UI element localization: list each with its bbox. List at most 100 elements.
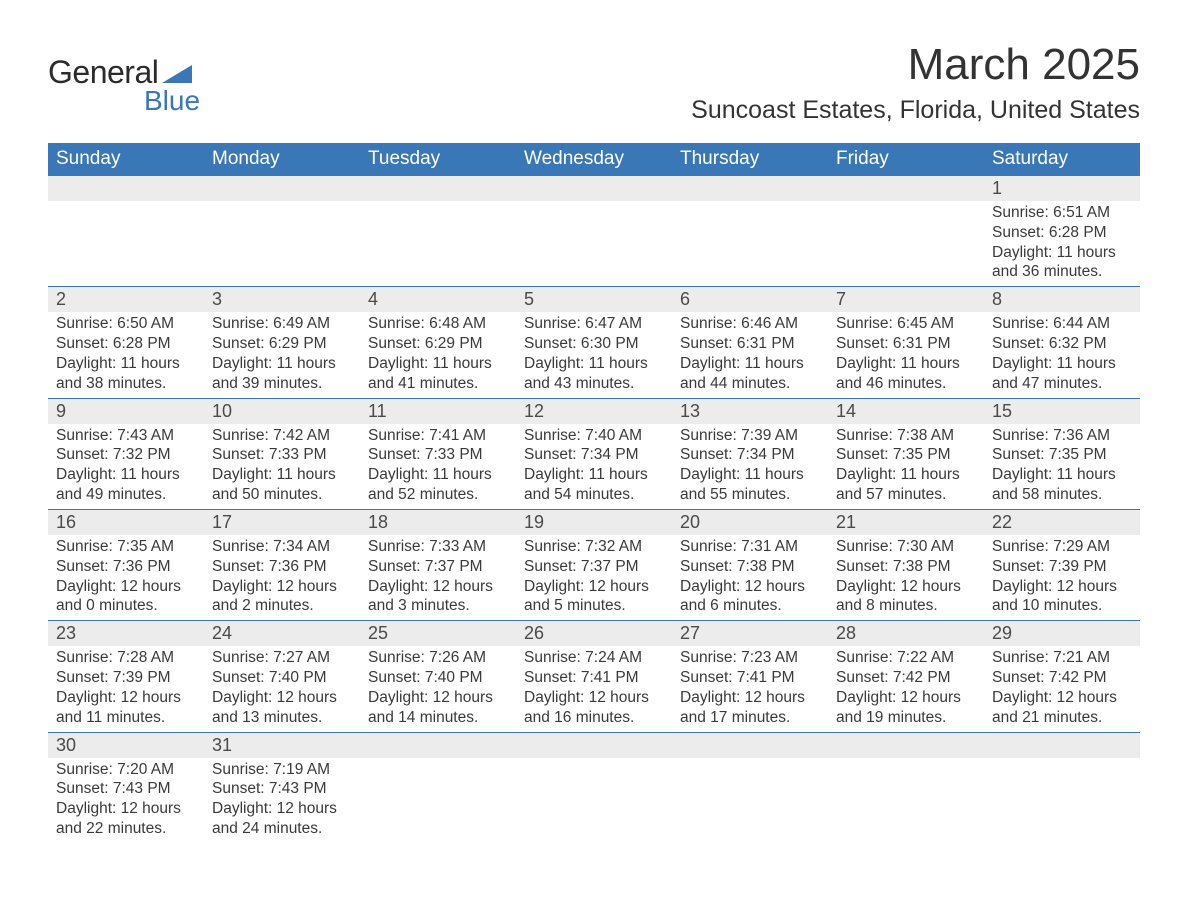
daylight-text: Daylight: 12 hours and 2 minutes. xyxy=(212,577,352,617)
day-number: 9 xyxy=(48,399,204,424)
day-number: 23 xyxy=(48,621,204,646)
calendar-cell: 14Sunrise: 7:38 AMSunset: 7:35 PMDayligh… xyxy=(828,398,984,509)
calendar-cell: 23Sunrise: 7:28 AMSunset: 7:39 PMDayligh… xyxy=(48,621,204,732)
daylight-text: Daylight: 12 hours and 14 minutes. xyxy=(368,688,508,728)
sunset-text: Sunset: 6:32 PM xyxy=(992,334,1132,354)
daylight-text: Daylight: 12 hours and 3 minutes. xyxy=(368,577,508,617)
calendar-cell: 15Sunrise: 7:36 AMSunset: 7:35 PMDayligh… xyxy=(984,398,1140,509)
day-details: Sunrise: 7:41 AMSunset: 7:33 PMDaylight:… xyxy=(360,424,516,509)
daylight-text: Daylight: 12 hours and 22 minutes. xyxy=(56,799,196,839)
sunrise-text: Sunrise: 7:31 AM xyxy=(680,537,820,557)
calendar-cell: 16Sunrise: 7:35 AMSunset: 7:36 PMDayligh… xyxy=(48,509,204,620)
day-details: Sunrise: 7:20 AMSunset: 7:43 PMDaylight:… xyxy=(48,758,204,843)
day-details: Sunrise: 7:29 AMSunset: 7:39 PMDaylight:… xyxy=(984,535,1140,620)
day-number: 5 xyxy=(516,287,672,312)
calendar-cell: 10Sunrise: 7:42 AMSunset: 7:33 PMDayligh… xyxy=(204,398,360,509)
day-number-empty xyxy=(48,176,204,201)
day-number: 3 xyxy=(204,287,360,312)
day-number-empty xyxy=(204,176,360,201)
sunset-text: Sunset: 7:36 PM xyxy=(212,557,352,577)
day-number: 14 xyxy=(828,399,984,424)
day-details: Sunrise: 7:39 AMSunset: 7:34 PMDaylight:… xyxy=(672,424,828,509)
calendar-cell: 12Sunrise: 7:40 AMSunset: 7:34 PMDayligh… xyxy=(516,398,672,509)
day-details: Sunrise: 7:30 AMSunset: 7:38 PMDaylight:… xyxy=(828,535,984,620)
day-number-empty xyxy=(984,733,1140,758)
calendar-cell xyxy=(360,732,516,843)
sunrise-text: Sunrise: 6:46 AM xyxy=(680,314,820,334)
daylight-text: Daylight: 12 hours and 0 minutes. xyxy=(56,577,196,617)
sunset-text: Sunset: 7:34 PM xyxy=(680,445,820,465)
daylight-text: Daylight: 11 hours and 46 minutes. xyxy=(836,354,976,394)
sunset-text: Sunset: 7:43 PM xyxy=(212,779,352,799)
day-number: 31 xyxy=(204,733,360,758)
calendar-cell xyxy=(828,732,984,843)
sunrise-text: Sunrise: 7:22 AM xyxy=(836,648,976,668)
daylight-text: Daylight: 12 hours and 8 minutes. xyxy=(836,577,976,617)
sunrise-text: Sunrise: 6:47 AM xyxy=(524,314,664,334)
day-details: Sunrise: 7:21 AMSunset: 7:42 PMDaylight:… xyxy=(984,646,1140,731)
sunrise-text: Sunrise: 7:30 AM xyxy=(836,537,976,557)
calendar-cell xyxy=(360,176,516,287)
weekday-header-row: SundayMondayTuesdayWednesdayThursdayFrid… xyxy=(48,143,1140,176)
day-number: 27 xyxy=(672,621,828,646)
sunrise-text: Sunrise: 7:34 AM xyxy=(212,537,352,557)
calendar-cell xyxy=(204,176,360,287)
day-number: 4 xyxy=(360,287,516,312)
day-details: Sunrise: 6:49 AMSunset: 6:29 PMDaylight:… xyxy=(204,312,360,397)
day-details: Sunrise: 7:42 AMSunset: 7:33 PMDaylight:… xyxy=(204,424,360,509)
calendar-cell: 24Sunrise: 7:27 AMSunset: 7:40 PMDayligh… xyxy=(204,621,360,732)
sunset-text: Sunset: 7:35 PM xyxy=(836,445,976,465)
weekday-header: Sunday xyxy=(48,143,204,176)
sunrise-text: Sunrise: 7:41 AM xyxy=(368,426,508,446)
calendar-cell: 25Sunrise: 7:26 AMSunset: 7:40 PMDayligh… xyxy=(360,621,516,732)
sunrise-text: Sunrise: 7:38 AM xyxy=(836,426,976,446)
calendar-week-row: 23Sunrise: 7:28 AMSunset: 7:39 PM Dayligh… xyxy=(48,621,1140,732)
calendar-cell: 3Sunrise: 6:49 AMSunset: 6:29 PMDaylight… xyxy=(204,287,360,398)
day-number: 26 xyxy=(516,621,672,646)
sunrise-text: Sunrise: 7:42 AM xyxy=(212,426,352,446)
sunset-text: Sunset: 7:34 PM xyxy=(524,445,664,465)
day-details: Sunrise: 6:45 AMSunset: 6:31 PMDaylight:… xyxy=(828,312,984,397)
sunrise-text: Sunrise: 6:45 AM xyxy=(836,314,976,334)
day-number: 13 xyxy=(672,399,828,424)
day-number: 11 xyxy=(360,399,516,424)
calendar-week-row: 9Sunrise: 7:43 AMSunset: 7:32 PMDaylight… xyxy=(48,398,1140,509)
daylight-text: Daylight: 12 hours and 5 minutes. xyxy=(524,577,664,617)
sunrise-text: Sunrise: 7:32 AM xyxy=(524,537,664,557)
day-number: 24 xyxy=(204,621,360,646)
day-number-empty xyxy=(516,176,672,201)
day-number: 17 xyxy=(204,510,360,535)
calendar-cell xyxy=(516,732,672,843)
header-region: General Blue March 2025 Suncoast Estates… xyxy=(48,40,1140,125)
daylight-text: Daylight: 11 hours and 54 minutes. xyxy=(524,465,664,505)
sunset-text: Sunset: 7:39 PM xyxy=(992,557,1132,577)
sunrise-text: Sunrise: 6:49 AM xyxy=(212,314,352,334)
calendar-cell: 20Sunrise: 7:31 AMSunset: 7:38 PMDayligh… xyxy=(672,509,828,620)
sunset-text: Sunset: 6:28 PM xyxy=(992,223,1132,243)
day-details: Sunrise: 7:43 AMSunset: 7:32 PMDaylight:… xyxy=(48,424,204,509)
calendar-cell: 13Sunrise: 7:39 AMSunset: 7:34 PMDayligh… xyxy=(672,398,828,509)
sunrise-text: Sunrise: 7:33 AM xyxy=(368,537,508,557)
day-details: Sunrise: 7:36 AMSunset: 7:35 PMDaylight:… xyxy=(984,424,1140,509)
day-details: Sunrise: 7:32 AMSunset: 7:37 PMDaylight:… xyxy=(516,535,672,620)
day-details: Sunrise: 7:26 AMSunset: 7:40 PMDaylight:… xyxy=(360,646,516,731)
day-number-empty xyxy=(672,733,828,758)
daylight-text: Daylight: 12 hours and 19 minutes. xyxy=(836,688,976,728)
weekday-header: Friday xyxy=(828,143,984,176)
day-number: 10 xyxy=(204,399,360,424)
sunset-text: Sunset: 7:39 PM xyxy=(56,668,196,688)
day-number: 16 xyxy=(48,510,204,535)
day-details: Sunrise: 6:44 AMSunset: 6:32 PMDaylight:… xyxy=(984,312,1140,397)
day-number: 15 xyxy=(984,399,1140,424)
location-title: Suncoast Estates, Florida, United States xyxy=(691,96,1140,125)
sunrise-text: Sunrise: 7:28 AM xyxy=(56,648,196,668)
weekday-header: Wednesday xyxy=(516,143,672,176)
weekday-header: Saturday xyxy=(984,143,1140,176)
calendar-table: SundayMondayTuesdayWednesdayThursdayFrid… xyxy=(48,143,1140,843)
sunrise-text: Sunrise: 6:48 AM xyxy=(368,314,508,334)
sunset-text: Sunset: 7:37 PM xyxy=(368,557,508,577)
daylight-text: Daylight: 11 hours and 44 minutes. xyxy=(680,354,820,394)
calendar-week-row: 30Sunrise: 7:20 AMSunset: 7:43 PMDayligh… xyxy=(48,732,1140,843)
weekday-header: Tuesday xyxy=(360,143,516,176)
day-details: Sunrise: 7:40 AMSunset: 7:34 PMDaylight:… xyxy=(516,424,672,509)
